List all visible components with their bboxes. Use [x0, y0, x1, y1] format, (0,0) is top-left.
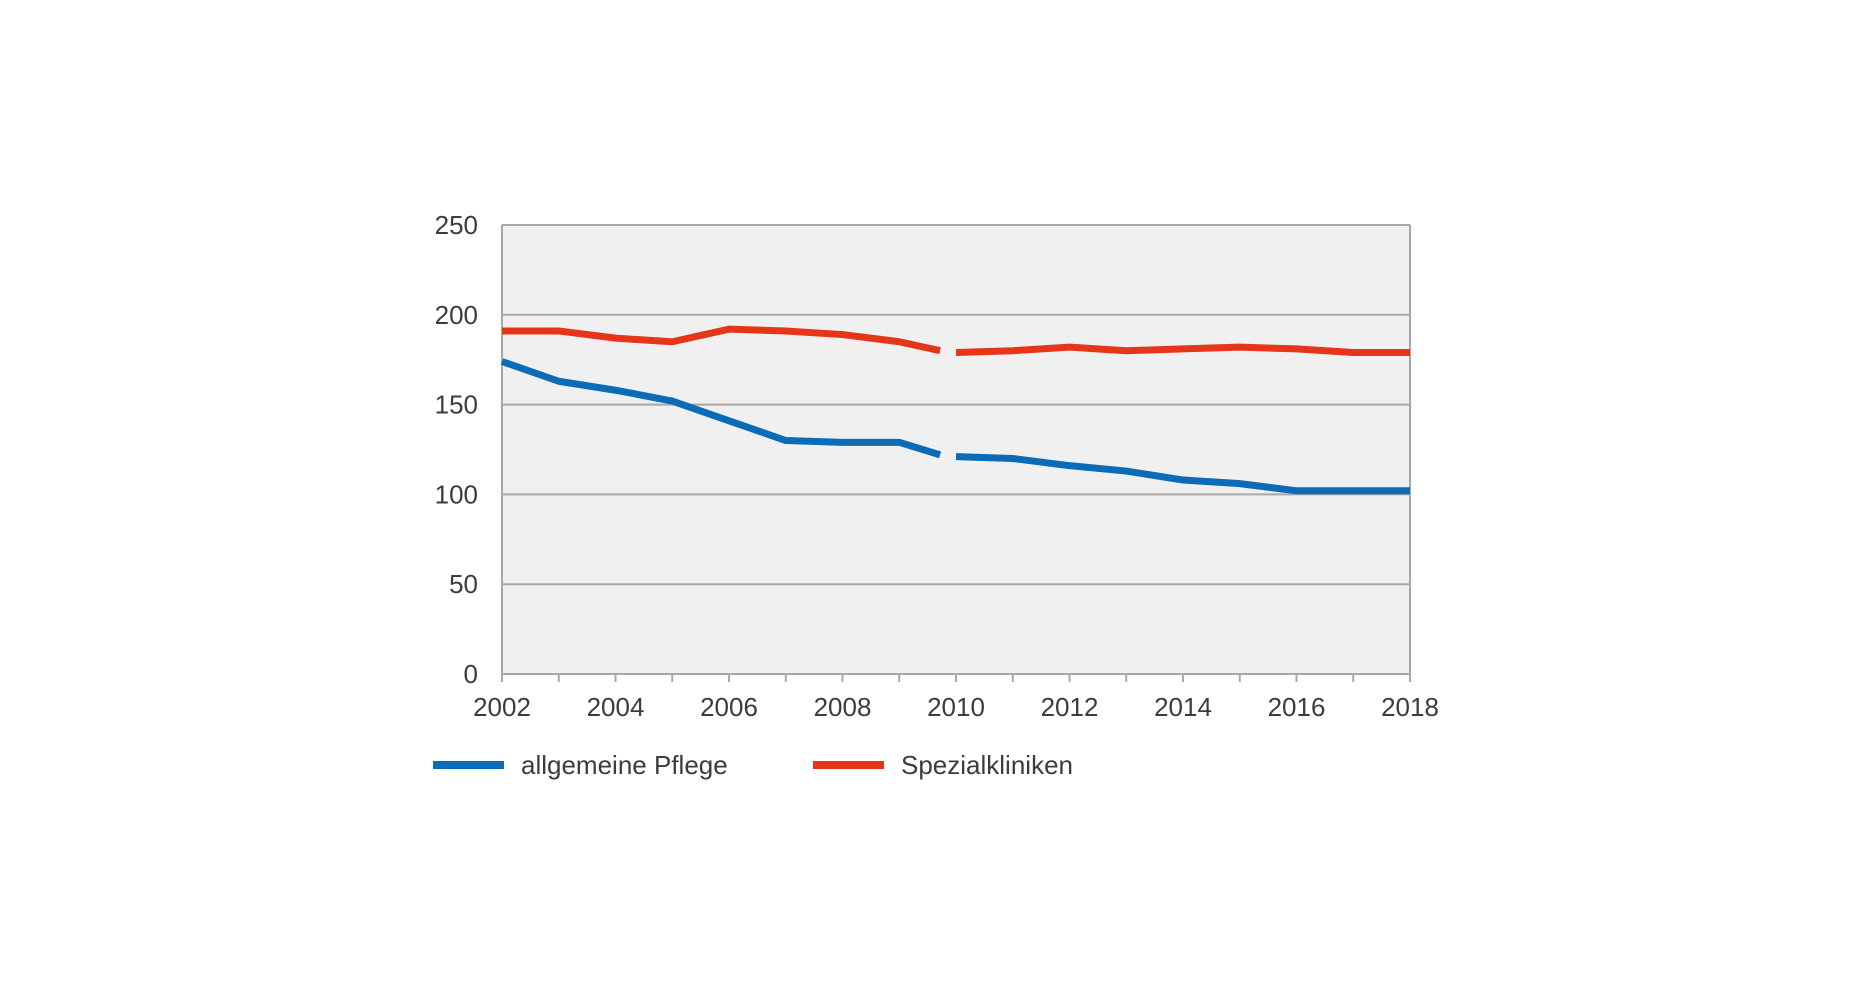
x-tick-label: 2012: [1041, 692, 1099, 722]
x-tick-label: 2018: [1381, 692, 1439, 722]
x-tick-label: 2014: [1154, 692, 1212, 722]
x-tick-label: 2002: [473, 692, 531, 722]
plot-area: [502, 225, 1410, 674]
y-tick-label: 200: [435, 300, 478, 330]
series-line-spezialkliniken-1: [502, 325, 941, 355]
series-line-spezialkliniken-2: [955, 343, 1410, 357]
x-tick-label: 2004: [587, 692, 645, 722]
x-tick-label: 2008: [814, 692, 872, 722]
y-tick-label: 150: [435, 390, 478, 420]
legend-label: Spezialkliniken: [901, 750, 1073, 780]
x-tick-label: 2016: [1268, 692, 1326, 722]
legend-label: allgemeine Pflege: [521, 750, 728, 780]
x-tick-label: 2006: [700, 692, 758, 722]
series-line-allgemeine-pflege-2: [955, 453, 1410, 495]
series-line-allgemeine-pflege-1: [500, 358, 942, 459]
y-tick-label: 50: [449, 569, 478, 599]
y-tick-label: 100: [435, 479, 478, 509]
x-tick-label: 2010: [927, 692, 985, 722]
y-tick-label: 0: [464, 659, 478, 689]
y-tick-label: 250: [435, 210, 478, 240]
